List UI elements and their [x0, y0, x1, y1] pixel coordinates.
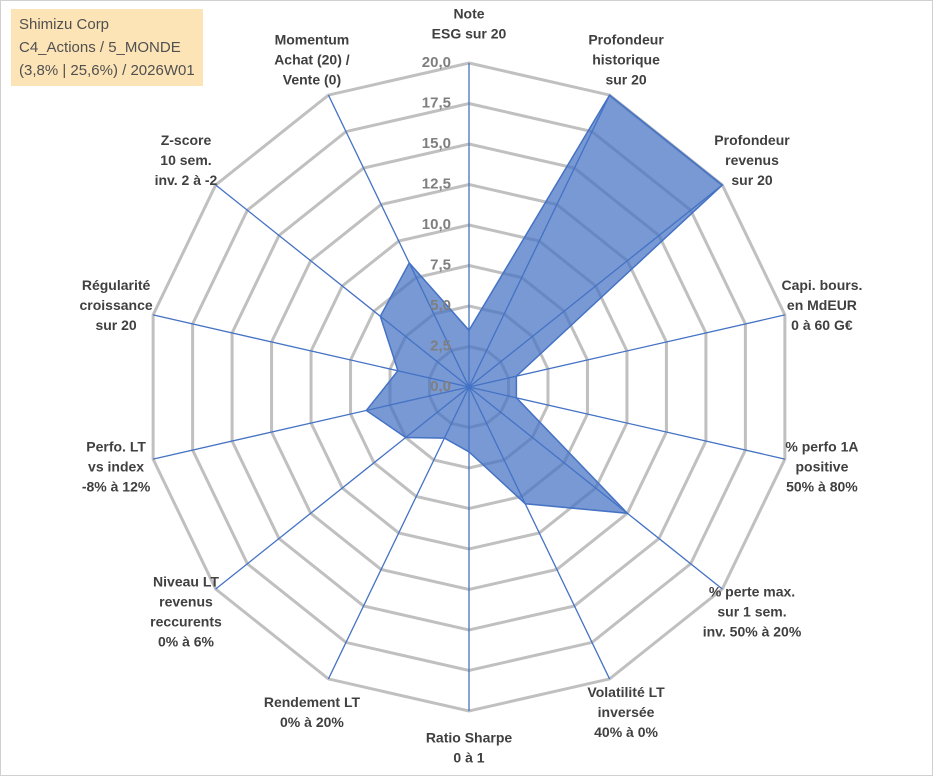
spoke [468, 386, 611, 680]
axis-label: Momentum [275, 32, 350, 48]
tick-label: 0,0 [430, 378, 451, 395]
tick-label: 10,0 [422, 216, 451, 233]
axis-label: Z-score [161, 132, 212, 148]
axis-label: Achat (20) / [274, 52, 350, 68]
spoke [215, 184, 470, 388]
info-line: C4_Actions / 5_MONDE [19, 39, 181, 56]
axis-label: Rendement LT [264, 694, 361, 710]
spoke [468, 314, 786, 388]
axis-label: 40% à 0% [594, 724, 658, 740]
axis-label: positive [795, 458, 848, 474]
axis-label: vs index [88, 458, 144, 474]
info-line: (3,8% | 25,6%) / 2026W01 [19, 62, 195, 79]
spoke [468, 386, 786, 460]
axis-label: inversée [598, 704, 655, 720]
axis-label: Perfo. LT [86, 438, 146, 454]
axis-label: 0 à 1 [453, 750, 484, 766]
axis-label: -8% à 12% [82, 478, 151, 494]
tick-label: 7,5 [430, 256, 451, 273]
axis-label: 10 sem. [160, 152, 211, 168]
axis-label: ESG sur 20 [432, 26, 507, 42]
axis-label: 0 à 60 G€ [791, 317, 853, 333]
axis-label: inv. 50% à 20% [703, 623, 802, 639]
info-line: Shimizu Corp [19, 16, 110, 33]
axis-label: Profondeur [714, 132, 790, 148]
axis-label: Capi. bours. [781, 277, 862, 293]
tick-label: 12,5 [422, 175, 451, 192]
axis-label: sur 20 [605, 72, 646, 88]
spoke [468, 386, 723, 590]
tick-label: 5,0 [430, 297, 451, 314]
info-box: Shimizu Corp C4_Actions / 5_MONDE (3,8% … [11, 9, 203, 86]
axis-label: sur 1 sem. [717, 603, 786, 619]
spoke [468, 94, 611, 388]
axis-label: Régularité [82, 277, 151, 293]
spoke [215, 386, 470, 590]
axis-label: revenus [725, 152, 779, 168]
axis-label: croissance [79, 297, 152, 313]
axis-label: 50% à 80% [786, 478, 858, 494]
tick-label: 15,0 [422, 135, 451, 152]
axis-label: 0% à 20% [280, 714, 344, 730]
axis-label: sur 20 [731, 172, 772, 188]
axis-label: Note [453, 6, 484, 22]
axis-label: Niveau LT [153, 573, 219, 589]
axis-label: sur 20 [95, 317, 136, 333]
axis-label: % perfo 1A [785, 438, 858, 454]
axis-label: reccurents [150, 613, 222, 629]
axis-label: historique [592, 52, 660, 68]
axis-label: 0% à 6% [158, 633, 215, 649]
axis-label: Volatilité LT [587, 684, 665, 700]
spoke [468, 184, 723, 388]
tick-label: 17,5 [422, 94, 451, 111]
axis-label: Profondeur [588, 32, 664, 48]
spoke [327, 94, 470, 388]
axis-label: inv. 2 à -2 [155, 172, 218, 188]
spoke [152, 314, 470, 388]
axis-label: revenus [159, 593, 213, 609]
spoke [327, 386, 470, 680]
axis-label: % perte max. [709, 583, 795, 599]
tick-label: 20,0 [422, 54, 451, 71]
axis-label: en MdEUR [787, 297, 857, 313]
tick-label: 2,5 [430, 337, 451, 354]
spoke [152, 386, 470, 460]
axis-label: Ratio Sharpe [426, 730, 513, 746]
axis-label: Vente (0) [283, 72, 341, 88]
